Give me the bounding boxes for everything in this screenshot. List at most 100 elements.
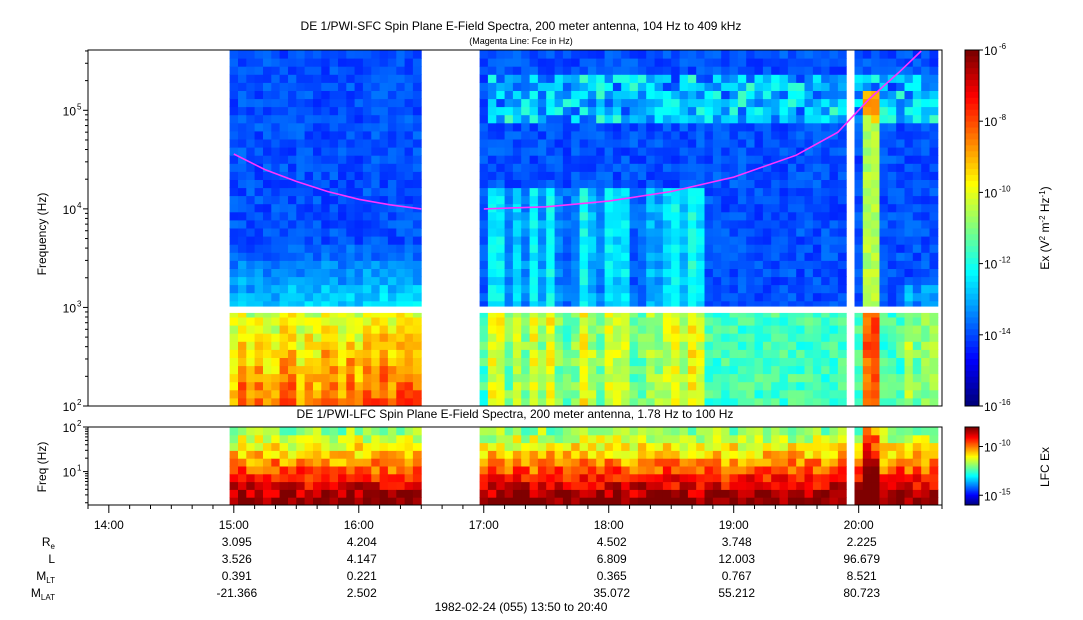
sfc-cell [571, 268, 580, 278]
sfc-cell [729, 82, 739, 91]
sfc-cell [246, 317, 256, 326]
sfc-cell [546, 106, 555, 116]
sfc-cell [729, 236, 739, 245]
sfc-cell [571, 308, 580, 318]
sfc-cell [871, 365, 880, 375]
sfc-cell [637, 333, 647, 342]
sfc-cell [279, 171, 289, 180]
sfc-cell [829, 389, 839, 399]
sfc-cell [612, 268, 622, 278]
sfc-cell [554, 268, 564, 278]
sfc-cell [537, 333, 547, 342]
sfc-cell [379, 155, 389, 164]
sfc-cell [612, 74, 622, 83]
sfc-cell [679, 130, 689, 140]
sfc-cell [387, 276, 397, 286]
sfc-cell [671, 284, 680, 294]
sfc-cell [504, 317, 514, 326]
lfc-colorbar-tick-exp: -15 [999, 487, 1011, 496]
sfc-cell [396, 333, 406, 342]
sfc-cell [787, 236, 797, 245]
sfc-cell [696, 114, 705, 124]
sfc-cell [362, 187, 372, 197]
sfc-cell [796, 187, 805, 197]
sfc-cell [529, 219, 539, 229]
sfc-cell [654, 163, 664, 172]
sfc-cell [487, 381, 497, 391]
sfc-cell [679, 82, 689, 91]
sfc-cell [346, 171, 356, 180]
sfc-cell [812, 82, 822, 91]
sfc-cell [354, 163, 364, 172]
sfc-cell [254, 292, 264, 302]
sfc-cell [354, 397, 364, 406]
sfc-cell [929, 317, 939, 326]
lfc-cell [371, 458, 381, 467]
sfc-cell [321, 389, 331, 399]
lfc-cell [554, 427, 564, 436]
sfc-cell [379, 300, 389, 310]
sfc-cell [404, 381, 414, 391]
sfc-cell [712, 90, 722, 100]
sfc-cell [404, 373, 414, 383]
sfc-cell [879, 187, 889, 197]
sfc-cell [762, 74, 772, 83]
sfc-cell [313, 195, 322, 205]
sfc-cell [346, 195, 356, 205]
sfc-cell [279, 114, 289, 124]
lfc-cell [321, 458, 331, 467]
sfc-cell [412, 349, 422, 358]
sfc-cell [862, 66, 872, 75]
lfc-cell [554, 481, 564, 490]
sfc-cell [571, 244, 580, 253]
sfc-cell [837, 276, 847, 286]
sfc-cell [362, 341, 372, 350]
sfc-cell [396, 381, 406, 391]
lfc-cell [371, 434, 381, 444]
sfc-cell [679, 58, 689, 67]
sfc-cell [829, 284, 839, 294]
sfc-cell [246, 349, 256, 358]
sfc-cell [537, 260, 547, 269]
sfc-cell [296, 341, 306, 350]
sfc-cell [629, 163, 639, 172]
sfc-cell [546, 325, 555, 334]
sfc-cell [521, 114, 530, 124]
sfc-cell [737, 114, 747, 124]
sfc-cell [537, 66, 547, 75]
sfc-cell [346, 163, 356, 172]
sfc-cell [379, 106, 389, 116]
sfc-cell [512, 317, 522, 326]
sfc-cell [296, 357, 306, 367]
sfc-cell [387, 187, 397, 197]
lfc-cell [921, 450, 930, 459]
sfc-cell [854, 187, 864, 197]
sfc-cell [796, 349, 805, 358]
lfc-cell [562, 481, 572, 490]
sfc-cell [871, 341, 880, 350]
sfc-cell [296, 373, 306, 383]
sfc-cell [296, 203, 306, 213]
sfc-cell [912, 179, 922, 189]
lfc-cell [596, 458, 605, 467]
lfc-cell [771, 434, 780, 444]
sfc-cell [396, 252, 406, 261]
sfc-cell [537, 155, 547, 164]
sfc-cell [271, 284, 281, 294]
sfc-cell [737, 397, 747, 406]
sfc-cell [354, 325, 364, 334]
sfc-cell [929, 187, 939, 197]
sfc-cell [512, 82, 522, 91]
sfc-cell [329, 357, 339, 367]
lfc-cell [571, 450, 580, 459]
sfc-cell [762, 317, 772, 326]
sfc-cell [396, 300, 406, 310]
sfc-cell [479, 195, 489, 205]
sfc-cell [504, 90, 514, 100]
sfc-cell [804, 317, 814, 326]
sfc-cell [612, 381, 622, 391]
sfc-cell [787, 292, 797, 302]
lfc-cell [396, 450, 406, 459]
sfc-cell [821, 195, 830, 205]
sfc-cell [804, 236, 814, 245]
